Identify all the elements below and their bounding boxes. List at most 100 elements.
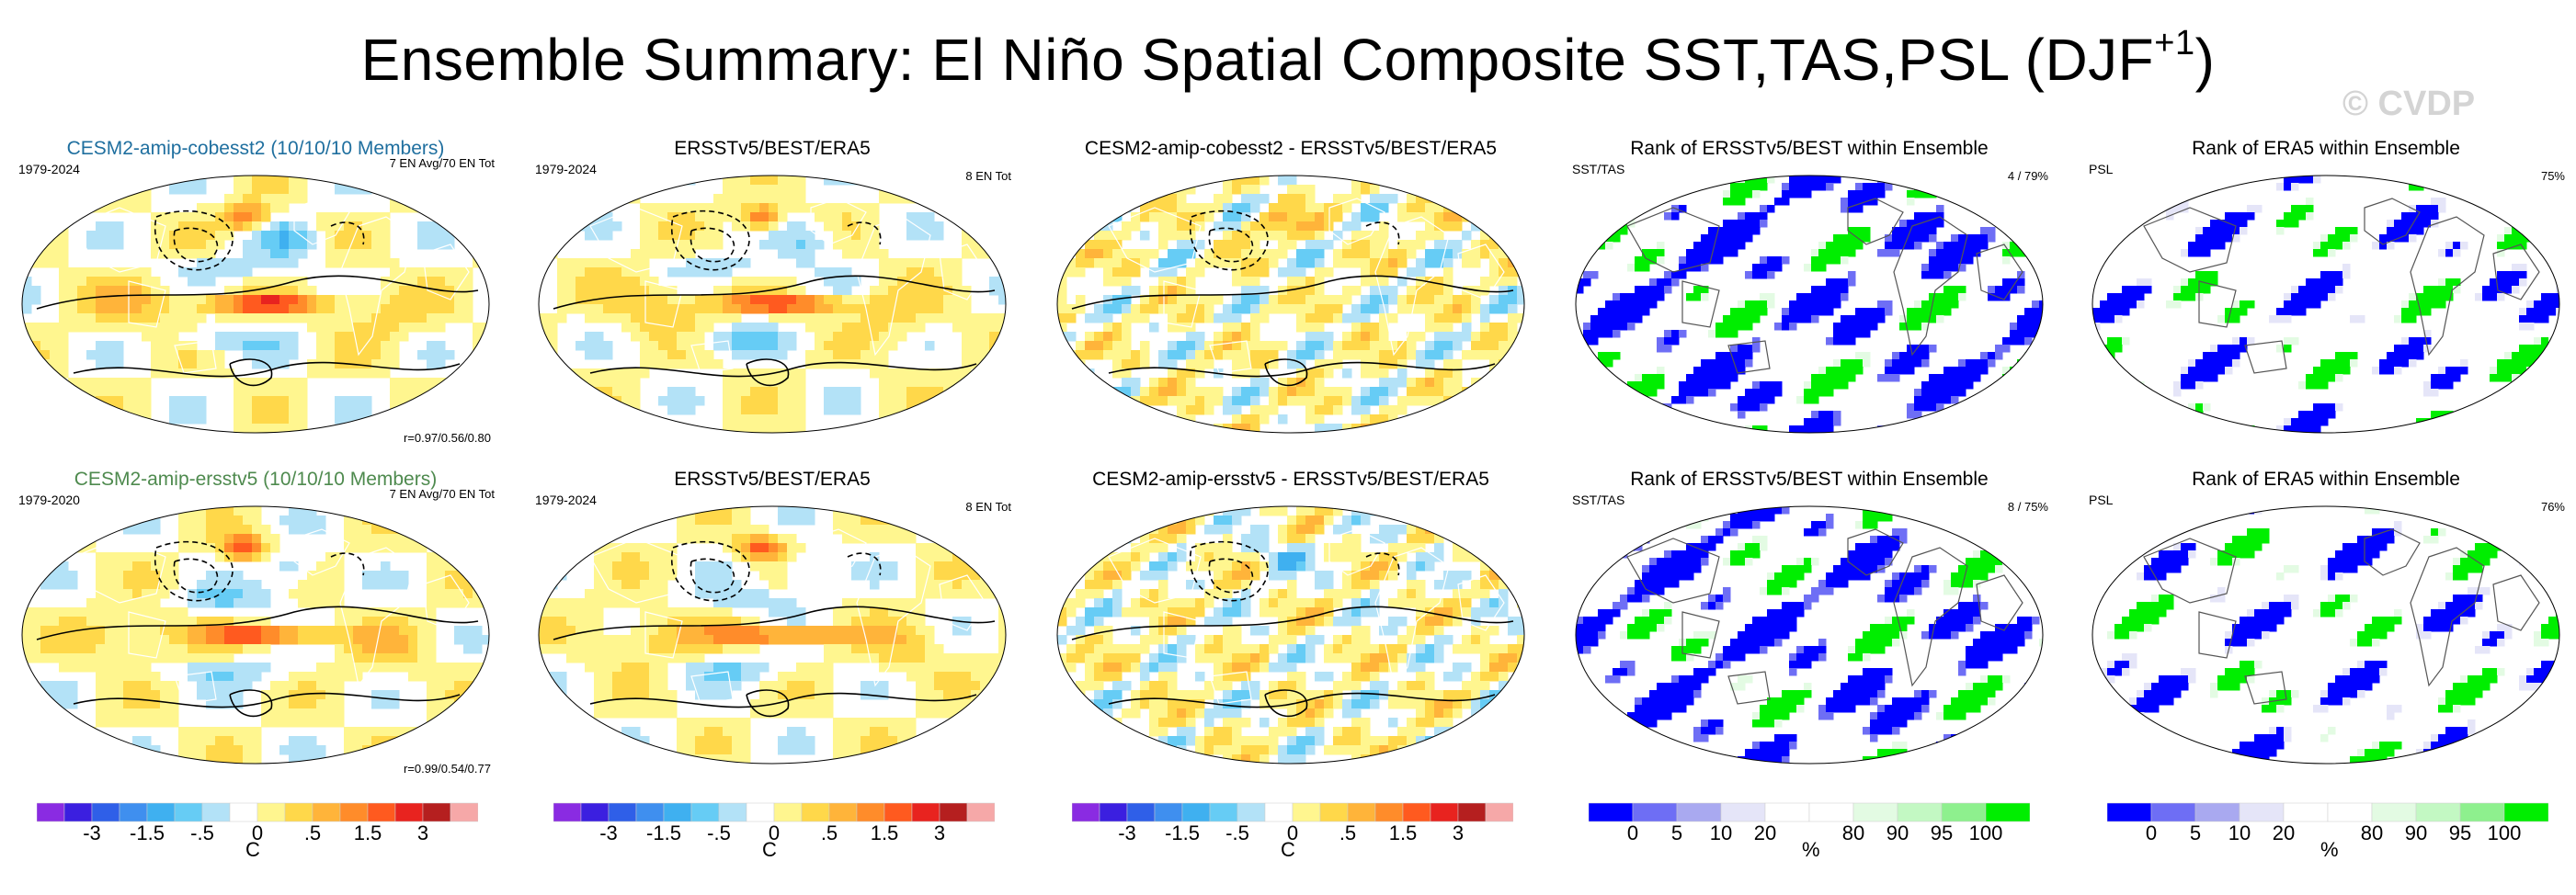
colorbar-tick-label: 80 bbox=[2361, 821, 2383, 844]
colorbar-swatch bbox=[1985, 802, 2030, 822]
colorbar-tick-label: 1.5 bbox=[1389, 821, 1418, 844]
world-map bbox=[2092, 175, 2560, 434]
panel-period-label: 1979-2024 bbox=[18, 162, 80, 176]
colorbar-swatch bbox=[1485, 802, 1513, 822]
colorbar-swatch bbox=[284, 802, 313, 822]
colorbar-swatch bbox=[1237, 802, 1266, 822]
colorbar-swatch bbox=[367, 802, 396, 822]
colorbar-swatch bbox=[553, 802, 582, 822]
colorbar-tick-label: -3 bbox=[83, 821, 101, 844]
panel-title: Rank of ERSSTv5/BEST within Ensemble bbox=[1630, 138, 1989, 159]
colorbar-tick-label: 1.5 bbox=[354, 821, 382, 844]
colorbar-tick-label: 100 bbox=[2488, 821, 2522, 844]
colorbar-tick-label: 100 bbox=[1969, 821, 2003, 844]
colorbar-swatch bbox=[1319, 802, 1349, 822]
figure-title: Ensemble Summary: El Niño Spatial Compos… bbox=[0, 24, 2576, 94]
colorbar-anomaly-2: -3 -1.5 -.5 0 .5 1.5 3 bbox=[553, 798, 995, 862]
colorbar-swatch bbox=[1072, 802, 1100, 822]
world-map bbox=[538, 175, 1007, 434]
colorbar-swatch bbox=[119, 802, 148, 822]
colorbar-swatch bbox=[422, 802, 451, 822]
panel-info-label: 8 EN Tot bbox=[965, 169, 1011, 183]
world-map bbox=[538, 505, 1007, 765]
colorbar-tick-label: .5 bbox=[304, 821, 321, 844]
colorbar-tick-label: 3 bbox=[1453, 821, 1464, 844]
world-map bbox=[1056, 175, 1525, 434]
panel-title: ERSSTv5/BEST/ERA5 bbox=[674, 469, 871, 490]
map-panel-r1c1: CESM2-amip-cobesst2 (10/10/10 Members) 19… bbox=[17, 138, 495, 469]
colorbar-swatch bbox=[1764, 802, 1810, 822]
map-panel-r2c4: Rank of ERSSTv5/BEST within Ensemble SST/… bbox=[1570, 469, 2048, 799]
colorbar-swatch bbox=[773, 802, 803, 822]
colorbar-tick-label: 10 bbox=[1710, 821, 1732, 844]
panel-title: Rank of ERSSTv5/BEST within Ensemble bbox=[1630, 469, 1989, 490]
colorbar-swatch bbox=[1676, 802, 1722, 822]
colorbar-swatch bbox=[1126, 802, 1156, 822]
colorbar-swatch bbox=[1457, 802, 1487, 822]
colorbar-swatch bbox=[1099, 802, 1128, 822]
colorbar-unit-4: % bbox=[1802, 838, 1820, 861]
colorbar-swatch bbox=[718, 802, 747, 822]
colorbar-swatch bbox=[1720, 802, 1766, 822]
colorbar-swatch bbox=[2150, 802, 2196, 822]
colorbar-swatch bbox=[2107, 802, 2152, 822]
world-map bbox=[1056, 505, 1525, 765]
colorbar-swatch bbox=[2459, 802, 2505, 822]
map-panel-r2c3: CESM2-amip-ersstv5 - ERSSTv5/BEST/ERA5 bbox=[1052, 469, 1530, 799]
colorbar-swatch bbox=[663, 802, 692, 822]
colorbar-swatch bbox=[201, 802, 231, 822]
colorbar-swatch bbox=[1181, 802, 1211, 822]
colorbar-tick-label: 0 bbox=[769, 821, 780, 844]
colorbar-tick-label: -.5 bbox=[1225, 821, 1249, 844]
colorbar-swatch bbox=[312, 802, 341, 822]
world-map bbox=[21, 505, 490, 765]
map-panel-r1c3: CESM2-amip-cobesst2 - ERSSTv5/BEST/ERA5 bbox=[1052, 138, 1530, 469]
colorbar-swatch bbox=[1209, 802, 1238, 822]
colorbar-swatch bbox=[1402, 802, 1431, 822]
colorbar-tick-label: 0 bbox=[252, 821, 263, 844]
colorbar-swatch bbox=[801, 802, 830, 822]
colorbar-swatch bbox=[856, 802, 885, 822]
colorbar-swatch bbox=[1852, 802, 1898, 822]
colorbar-swatch bbox=[1941, 802, 1987, 822]
panel-title: CESM2-amip-ersstv5 (10/10/10 Members) bbox=[74, 469, 438, 490]
colorbar-swatch bbox=[883, 802, 913, 822]
colorbar-swatch bbox=[394, 802, 424, 822]
world-map bbox=[1575, 175, 2044, 434]
colorbar-tick-label: .5 bbox=[821, 821, 838, 844]
colorbar-tick-label: 80 bbox=[1842, 821, 1864, 844]
colorbar-swatch bbox=[635, 802, 665, 822]
colorbar-rank-1: 0 5 10 20 80 90 95 100 bbox=[1589, 798, 2030, 862]
map-panel-r2c5: Rank of ERA5 within Ensemble PSL 76% bbox=[2087, 469, 2565, 799]
colorbar-swatch bbox=[37, 802, 65, 822]
colorbar-swatch bbox=[256, 802, 286, 822]
colorbar-tick-label: -1.5 bbox=[646, 821, 681, 844]
colorbar-swatch bbox=[1897, 802, 1943, 822]
colorbar-swatch bbox=[2239, 802, 2285, 822]
colorbar-swatch bbox=[1430, 802, 1459, 822]
colorbar-swatch bbox=[1154, 802, 1183, 822]
panel-period-label: 1979-2024 bbox=[535, 493, 597, 507]
panel-correlation-label: r=0.99/0.54/0.77 bbox=[403, 762, 491, 776]
colorbar-swatch bbox=[580, 802, 610, 822]
colorbar-unit-3: C bbox=[1281, 838, 1295, 861]
panel-title: Rank of ERA5 within Ensemble bbox=[2192, 138, 2460, 159]
map-panel-r1c4: Rank of ERSSTv5/BEST within Ensemble SST/… bbox=[1570, 138, 2048, 469]
panel-period-label: 1979-2020 bbox=[18, 493, 80, 507]
colorbar-swatch bbox=[174, 802, 203, 822]
colorbar-swatch bbox=[1292, 802, 1321, 822]
colorbar-unit-2: C bbox=[762, 838, 777, 861]
colorbar-swatch bbox=[146, 802, 176, 822]
colorbar-swatch bbox=[91, 802, 120, 822]
colorbar-anomaly-3: -3 -1.5 -.5 0 .5 1.5 3 bbox=[1072, 798, 1513, 862]
panel-period-label: PSL bbox=[2089, 493, 2114, 507]
panel-info-label: 8 EN Tot bbox=[965, 500, 1011, 514]
colorbar-swatch bbox=[2503, 802, 2548, 822]
colorbar-swatch bbox=[1808, 802, 1854, 822]
title-text: Ensemble Summary: El Niño Spatial Compos… bbox=[360, 27, 2155, 93]
colorbar-tick-label: 20 bbox=[2273, 821, 2295, 844]
panel-info-label: 4 / 79% bbox=[2007, 169, 2048, 183]
cvdp-watermark: © CVDP bbox=[2342, 85, 2476, 123]
colorbar-tick-label: -.5 bbox=[190, 821, 214, 844]
colorbar-swatch bbox=[1632, 802, 1678, 822]
